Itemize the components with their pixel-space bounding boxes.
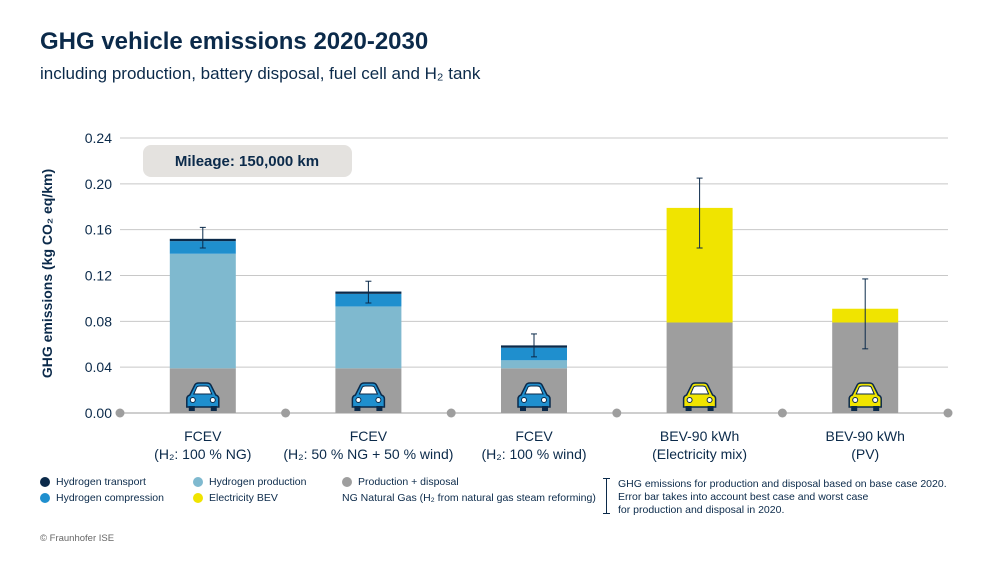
y-tick-label: 0.20 [85,176,112,192]
x-category-label: FCEV [184,428,222,444]
legend-hydrogen-compression: Hydrogen compression [40,492,164,504]
note-line-2: Error bar takes into account best case a… [618,491,869,503]
legend-hydrogen-transport: Hydrogen transport [40,476,146,488]
note-line-3: for production and disposal in 2020. [618,504,785,516]
legend-label: Hydrogen transport [56,476,146,488]
note-line-1: GHG emissions for production and disposa… [618,478,947,490]
axis-separator-dot [943,408,953,418]
x-category-label: FCEV [515,428,553,444]
y-axis-label: GHG emissions (kg CO₂ eq/km) [39,169,55,378]
emissions-chart: 0.00 0.04 0.08 0.12 0.16 0.20 0.24 GHG emission… [39,130,953,462]
y-tick-label: 0.08 [85,313,112,329]
car-icon-yellow [682,382,717,411]
y-tick-label: 0.00 [85,405,112,421]
error-bar-key-icon [603,478,610,514]
legend-production-disposal: Production + disposal [342,476,459,488]
copyright: © Fraunhofer ISE [40,533,115,544]
ng-note-text: NG Natural Gas (H₂ from natural gas stea… [342,492,596,504]
car-icon-blue [186,382,220,411]
legend-swatch [40,477,50,487]
x-category-label: FCEV [350,428,388,444]
legend-electricity-bev: Electricity BEV [193,492,278,504]
car-icon-blue [351,382,386,411]
axis-separator-dot [612,408,622,418]
bar-segment-hydrogen-production [501,360,567,369]
axis-separator-dot [281,408,291,418]
x-category-label: (H₂: 100 % NG) [154,446,251,462]
bar-segment-hydrogen-production [335,306,402,369]
legend-label: Electricity BEV [209,492,278,504]
y-tick-label: 0.24 [85,130,112,146]
legend-ng-note: NG Natural Gas (H₂ from natural gas stea… [342,492,596,504]
x-category-label: (Electricity mix) [652,446,747,462]
bar-segment-hydrogen-production [169,253,236,369]
legend-hydrogen-production: Hydrogen production [193,476,306,488]
car-icon-blue [517,382,551,411]
axis-separator-dot [446,408,456,418]
y-tick-label: 0.16 [85,222,112,238]
y-tick-label: 0.12 [85,268,112,284]
legend-label: Hydrogen compression [56,492,164,504]
legend-label: Hydrogen production [209,476,307,488]
axis-separator-dot [115,408,125,418]
mileage-badge [143,145,352,177]
x-category-label: (H₂: 100 % wind) [481,446,586,462]
legend-swatch [342,477,352,487]
x-category-label: BEV-90 kWh [660,428,739,444]
mileage-badge-text: Mileage: 150,000 km [175,153,319,170]
axis-separator-dot [777,408,787,418]
legend-swatch [193,493,203,503]
x-category-label: (PV) [851,446,879,462]
page-title: GHG vehicle emissions 2020-2030 [40,28,429,55]
legend-swatch [40,493,50,503]
legend-swatch [193,477,203,487]
car-icon-yellow [848,382,882,411]
page-subtitle: including production, battery disposal, … [40,64,481,83]
x-category-label: (H₂: 50 % NG + 50 % wind) [283,446,453,462]
x-category-label: BEV-90 kWh [826,428,905,444]
y-tick-label: 0.04 [85,359,112,375]
legend-label: Production + disposal [358,476,459,488]
